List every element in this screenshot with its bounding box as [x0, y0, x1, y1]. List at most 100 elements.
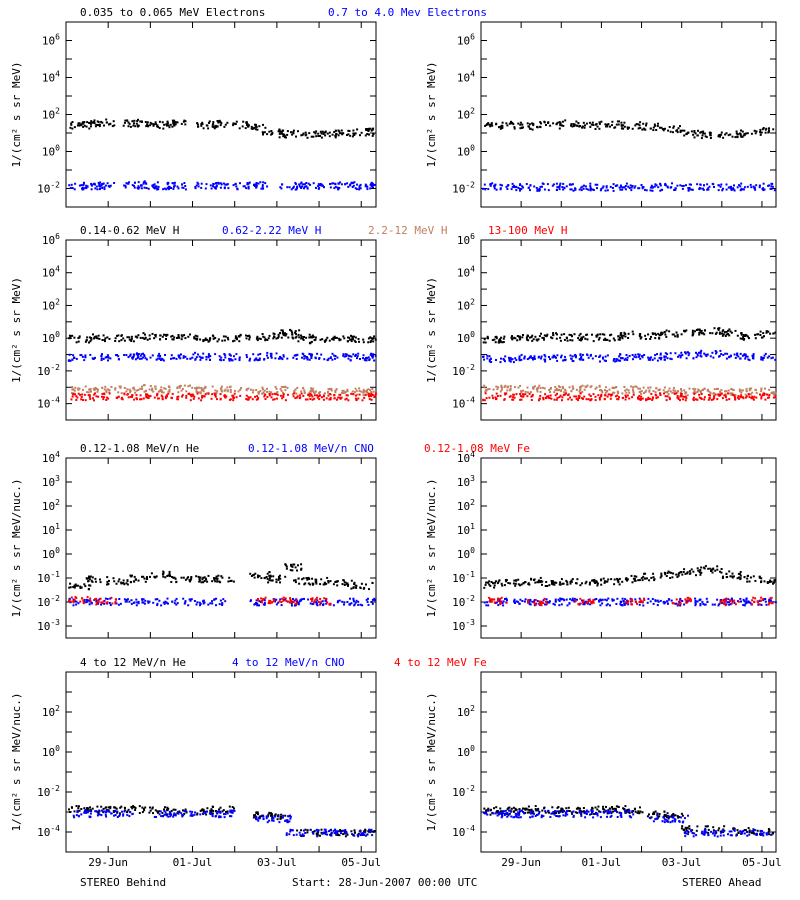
data-point [521, 336, 524, 339]
data-point [156, 604, 159, 607]
data-point [80, 124, 82, 127]
data-point [228, 576, 231, 579]
data-point [698, 396, 701, 399]
data-point [539, 185, 542, 188]
data-point [350, 392, 353, 395]
data-point [531, 600, 534, 603]
data-point [303, 336, 305, 338]
data-point [664, 395, 667, 398]
data-point [356, 393, 359, 396]
data-point [336, 601, 339, 604]
data-point [258, 358, 261, 361]
data-point [165, 334, 168, 337]
data-point [96, 337, 99, 340]
data-point [365, 390, 368, 393]
data-point [226, 336, 229, 339]
data-point [314, 581, 317, 583]
data-point [207, 574, 210, 577]
data-point [575, 120, 578, 123]
data-point [773, 392, 776, 395]
data-point [297, 603, 300, 606]
data-point [281, 397, 284, 400]
data-point [315, 135, 318, 138]
data-point [287, 393, 289, 396]
data-point [284, 563, 287, 566]
data-point [205, 355, 208, 358]
data-point [738, 388, 741, 391]
data-point [365, 598, 368, 601]
data-point [528, 123, 531, 126]
data-point [362, 354, 365, 357]
data-point [229, 358, 232, 361]
data-point [84, 340, 87, 343]
data-point [231, 394, 234, 397]
data-point [249, 357, 252, 360]
data-point [750, 387, 753, 390]
data-point [518, 602, 521, 605]
data-point [298, 329, 301, 332]
data-point [547, 601, 550, 604]
data-point [685, 357, 688, 360]
data-point [117, 334, 120, 337]
data-point [107, 806, 110, 809]
data-point [613, 391, 616, 394]
data-point [688, 183, 691, 186]
data-point [533, 357, 536, 360]
data-point [264, 182, 267, 185]
data-point [141, 336, 144, 339]
data-point [117, 395, 120, 398]
data-point [697, 569, 700, 572]
data-point [198, 579, 201, 582]
data-point [721, 577, 724, 579]
data-point [651, 598, 654, 600]
data-point [318, 187, 321, 190]
data-point [638, 187, 641, 190]
data-point [561, 396, 564, 399]
data-point [94, 187, 97, 190]
data-point [635, 123, 638, 126]
data-point [528, 336, 531, 339]
data-point [124, 186, 127, 189]
data-point [310, 393, 313, 396]
data-point [144, 337, 147, 340]
data-point [285, 136, 287, 139]
data-point [634, 598, 637, 601]
data-point [625, 391, 628, 394]
data-point [77, 388, 80, 391]
data-point [133, 186, 136, 189]
data-point [527, 186, 530, 189]
data-point [373, 183, 376, 186]
data-point [129, 574, 132, 577]
data-point [548, 356, 550, 358]
data-point [500, 357, 502, 360]
data-point [589, 182, 592, 185]
data-point [149, 356, 152, 359]
data-point [371, 182, 374, 185]
data-point [300, 337, 303, 340]
data-point [166, 813, 168, 816]
data-point [599, 333, 602, 336]
data-point [696, 398, 699, 401]
data-point [101, 353, 103, 356]
data-point [318, 357, 321, 359]
data-point [246, 123, 249, 126]
data-point [681, 600, 684, 602]
data-point [764, 393, 767, 396]
data-point [556, 121, 559, 124]
data-point [119, 806, 122, 809]
data-point [300, 599, 302, 602]
y-tick-label: 10-2 [452, 181, 475, 196]
data-point [518, 355, 521, 358]
data-point [69, 586, 72, 589]
data-point [317, 132, 320, 135]
data-point [607, 123, 610, 126]
data-point [269, 602, 272, 605]
data-point [133, 575, 136, 578]
data-point [353, 181, 356, 184]
data-point [681, 354, 684, 357]
data-point [488, 600, 491, 603]
data-point [585, 187, 588, 190]
data-point [172, 122, 175, 125]
data-point [86, 599, 89, 602]
data-point [620, 334, 623, 337]
